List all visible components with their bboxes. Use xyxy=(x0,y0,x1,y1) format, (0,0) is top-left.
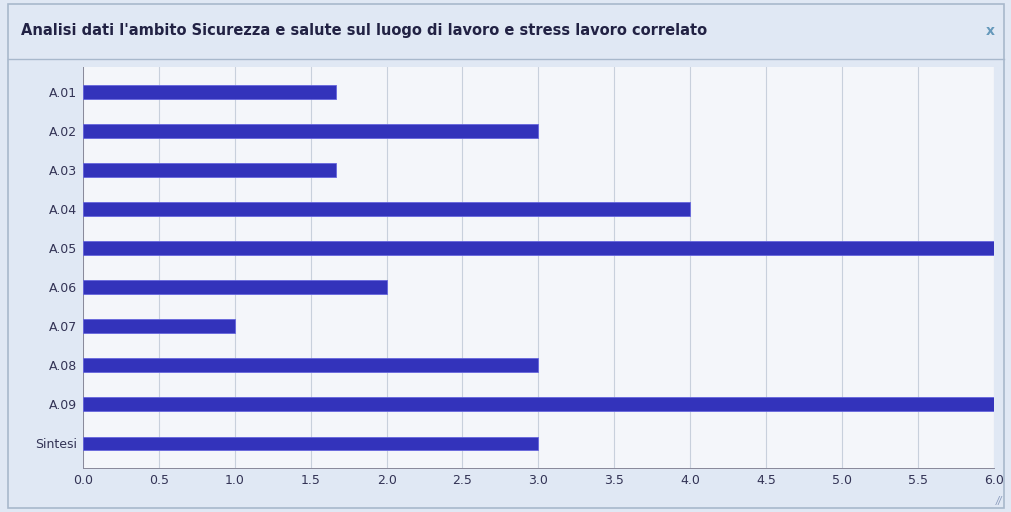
Bar xyxy=(83,202,690,216)
Text: Analisi dati l'ambito Sicurezza e salute sul luogo di lavoro e stress lavoro cor: Analisi dati l'ambito Sicurezza e salute… xyxy=(21,23,707,38)
Bar xyxy=(83,397,993,411)
Bar xyxy=(83,358,538,372)
Bar xyxy=(83,124,538,138)
Bar xyxy=(83,319,235,333)
Bar xyxy=(83,241,993,255)
Bar xyxy=(83,85,336,98)
Text: x: x xyxy=(985,24,994,38)
Text: //: // xyxy=(995,496,1001,506)
Bar xyxy=(83,437,538,450)
Bar xyxy=(83,280,386,294)
Bar xyxy=(83,163,336,177)
